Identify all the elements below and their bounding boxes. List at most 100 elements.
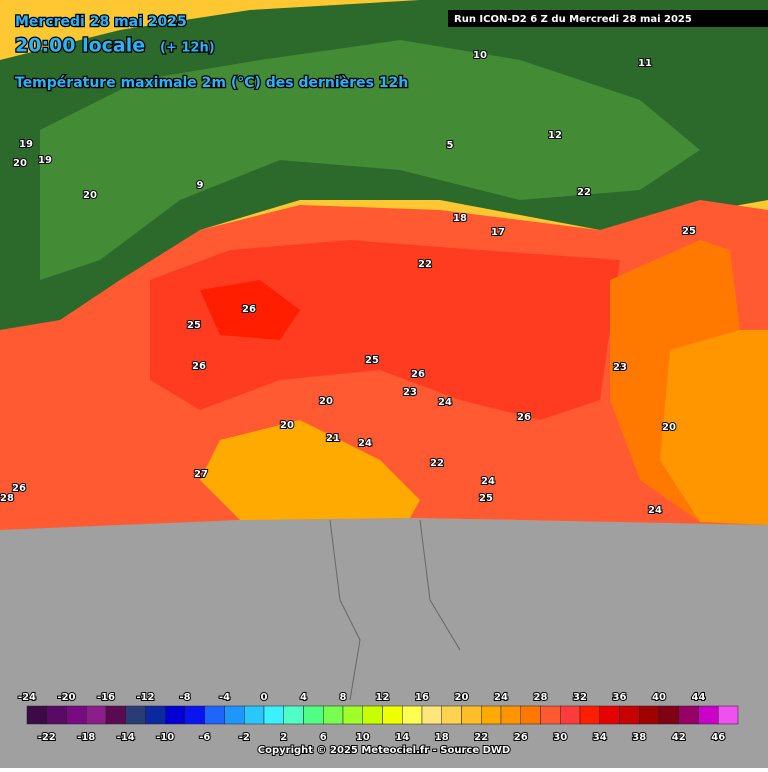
legend-label: 44 [692, 692, 706, 703]
legend-label: -20 [57, 692, 75, 703]
legend-swatch [619, 705, 640, 725]
legend-swatch [678, 705, 699, 725]
legend-label: 46 [711, 732, 725, 743]
legend-swatch [224, 705, 245, 725]
time: 20:00 locale [15, 35, 145, 57]
legend-swatch [362, 705, 383, 725]
contour-label: 26 [192, 361, 206, 372]
contour-label: 25 [187, 320, 201, 331]
legend-swatch [540, 705, 561, 725]
legend-swatch [204, 705, 225, 725]
contour-label: 26 [242, 304, 256, 315]
contour-label: 9 [197, 180, 204, 191]
contour-label: 26 [411, 369, 425, 380]
legend-label: 10 [356, 732, 370, 743]
contour-label: 24 [648, 505, 662, 516]
contour-label: 19 [38, 155, 52, 166]
legend-label: 20 [455, 692, 469, 703]
legend-label: -12 [136, 692, 154, 703]
legend-swatch [560, 705, 581, 725]
legend-swatch [441, 705, 462, 725]
legend-label: 28 [534, 692, 548, 703]
legend-swatch [263, 705, 284, 725]
legend-swatch [421, 705, 442, 725]
hot-core [200, 280, 300, 340]
contour-label: 18 [453, 213, 467, 224]
legend-swatch [165, 705, 186, 725]
offset: (+ 12h) [160, 41, 215, 56]
contour-label: 24 [481, 476, 495, 487]
legend-label: 22 [474, 732, 488, 743]
legend-label: -8 [179, 692, 190, 703]
legend-label: 0 [261, 692, 268, 703]
contour-label: 23 [613, 362, 627, 373]
legend-swatch [303, 705, 324, 725]
contour-label: 20 [662, 422, 676, 433]
contour-label: 23 [403, 387, 417, 398]
legend-swatch [184, 705, 205, 725]
contour-label: 20 [13, 158, 27, 169]
legend-label: 14 [395, 732, 409, 743]
legend-swatch [26, 705, 47, 725]
contour-label: 22 [577, 187, 591, 198]
legend-label: 32 [573, 692, 587, 703]
legend-swatch [145, 705, 166, 725]
legend-swatch [599, 705, 620, 725]
legend-label: -14 [117, 732, 135, 743]
legend-swatch [283, 705, 304, 725]
contour-label: 20 [319, 396, 333, 407]
contour-label: 25 [365, 355, 379, 366]
legend-swatch [244, 705, 265, 725]
po-valley [150, 240, 620, 420]
legend-swatch [639, 705, 660, 725]
date: Mercredi 28 mai 2025 [15, 14, 187, 30]
legend-label: 16 [415, 692, 429, 703]
legend-label: -24 [18, 692, 36, 703]
contour-label: 26 [517, 412, 531, 423]
legend-swatch [105, 705, 126, 725]
legend-label: 38 [632, 732, 646, 743]
contour-label: 28 [0, 493, 14, 504]
legend-label: 36 [613, 692, 627, 703]
alps-high [40, 40, 700, 280]
legend-swatch [66, 705, 87, 725]
legend-label: 24 [494, 692, 508, 703]
legend-swatch [382, 705, 403, 725]
legend-swatch [579, 705, 600, 725]
legend-label: 42 [672, 732, 686, 743]
legend-label: 8 [340, 692, 347, 703]
contour-label: 25 [479, 493, 493, 504]
contour-label: 5 [447, 140, 454, 151]
legend-label: 2 [280, 732, 287, 743]
contour-label: 26 [12, 483, 26, 494]
contour-label: 24 [438, 397, 452, 408]
legend-label: -16 [97, 692, 115, 703]
contour-label: 19 [19, 139, 33, 150]
contour-label: 22 [418, 259, 432, 270]
border [329, 519, 461, 701]
ligurian-sea [200, 420, 420, 520]
subtitle: Température maximale 2m (°C) des dernièr… [15, 75, 408, 91]
legend-label: 18 [435, 732, 449, 743]
contour-label: 25 [682, 226, 696, 237]
legend-label: 30 [553, 732, 567, 743]
contour-label: 20 [280, 420, 294, 431]
copyright: Copyright © 2025 Meteociel.fr - Source D… [258, 745, 510, 756]
legend-swatch [323, 705, 344, 725]
legend-swatch [46, 705, 67, 725]
legend-label: -18 [77, 732, 95, 743]
legend-swatch [520, 705, 541, 725]
contour-label: 21 [326, 433, 340, 444]
run-box [448, 10, 768, 27]
contour-label: 12 [548, 130, 562, 141]
legend-swatch [658, 705, 679, 725]
run: Run ICON-D2 6 Z du Mercredi 28 mai 2025 [454, 14, 692, 25]
legend-swatch [125, 705, 146, 725]
contour-label: 11 [638, 58, 652, 69]
legend-swatch [698, 705, 719, 725]
contour-label: 10 [473, 50, 487, 61]
legend-label: -22 [38, 732, 56, 743]
legend-swatch [86, 705, 107, 725]
